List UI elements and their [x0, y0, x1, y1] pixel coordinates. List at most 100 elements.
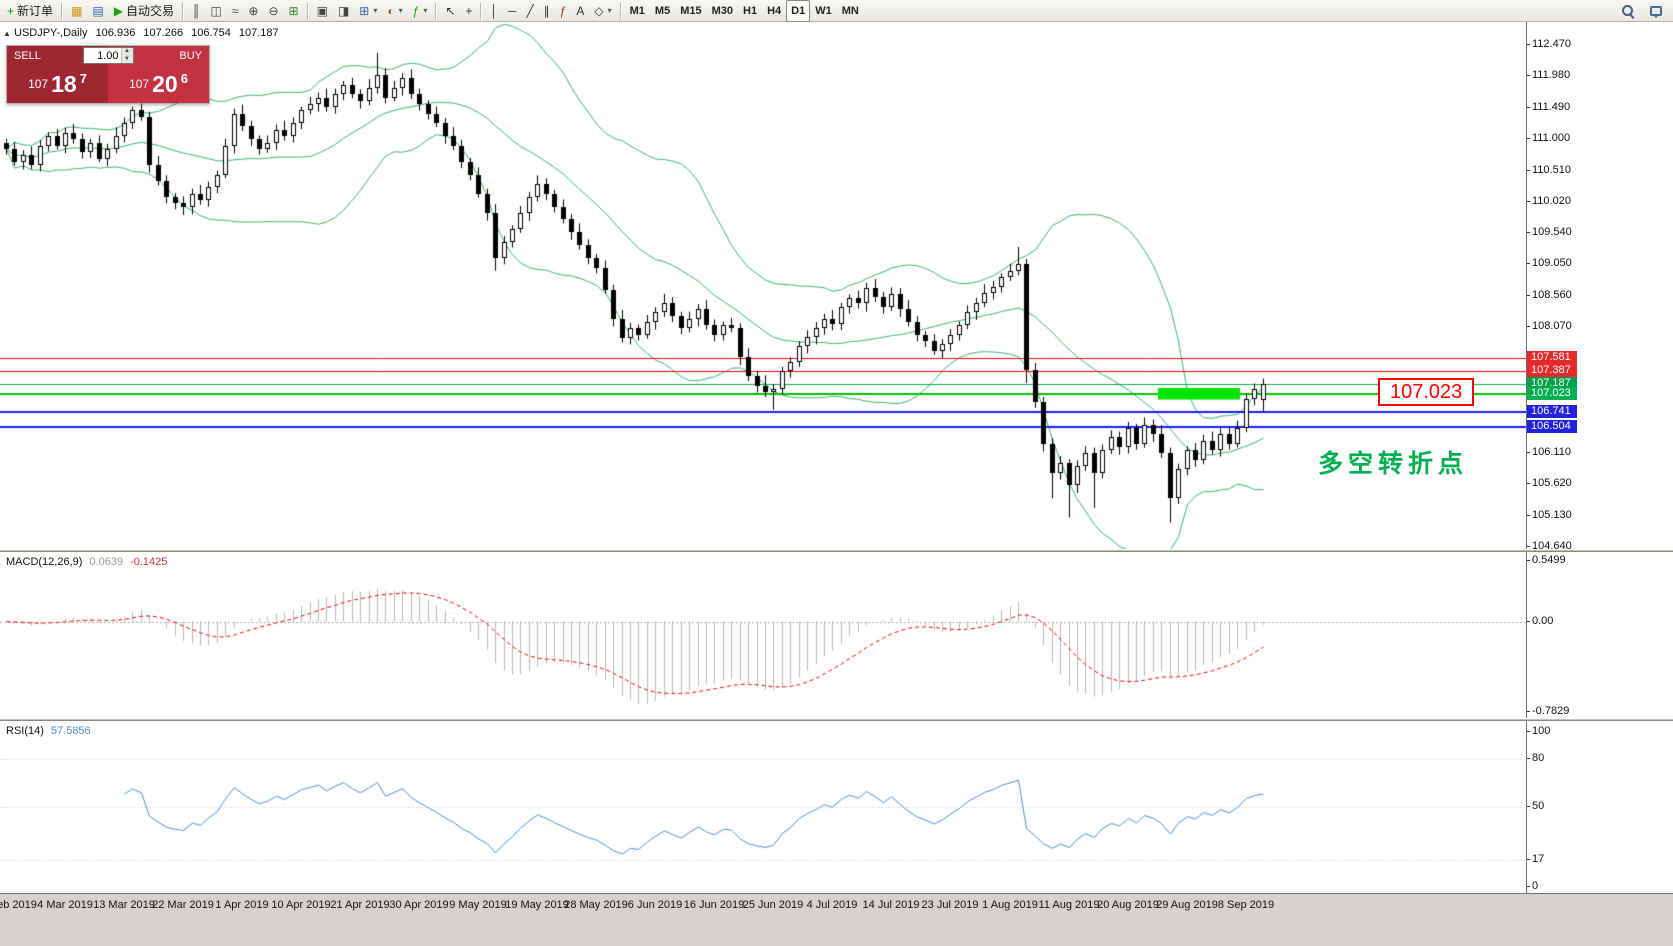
equidistant-channel-button[interactable]: ∥ [539, 0, 555, 22]
indicators-button[interactable]: ƒ ▾ [408, 0, 433, 22]
date-label: 21 Apr 2019 [330, 899, 390, 911]
text-button[interactable]: A [571, 0, 589, 22]
dropdown-arrow-icon: ▾ [423, 6, 428, 15]
timeframe-m5[interactable]: M5 [654, 4, 671, 17]
crosshair-button[interactable]: + [460, 0, 477, 22]
cascade-windows-icon: ▣ [316, 3, 328, 18]
dropdown-arrow-icon: ▾ [398, 6, 403, 15]
new-chart-button[interactable]: ⊞ ▾ [354, 0, 382, 22]
timeframe-m1[interactable]: M1 [629, 4, 645, 17]
zoom-out-button[interactable]: ⊖ [263, 0, 283, 22]
price-line-label: 107.023 [1527, 387, 1577, 401]
autotrading-button[interactable]: ▶ 自动交易 [109, 0, 179, 22]
vertical-line-button[interactable]: │ [485, 0, 503, 22]
timeframe-h4[interactable]: H4 [767, 4, 782, 17]
sell-price-sup: 7 [79, 70, 87, 86]
timeframe-mn[interactable]: MN [841, 4, 859, 17]
date-label: 6 Jun 2019 [627, 899, 683, 911]
macd-indicator-label: MACD(12,26,9) 0.0639 -0.1425 [6, 556, 167, 568]
buy-price-prefix: 107 [129, 77, 150, 91]
price-line-label: 107.581 [1527, 351, 1577, 365]
toolbar-separator [619, 2, 622, 19]
price-axis-label: 110.510 [1527, 163, 1571, 176]
equidistant-channel-icon: ∥ [543, 3, 550, 18]
one-click-collapse-arrow-icon[interactable] [3, 29, 11, 38]
price-axis-label: 104.640 [1527, 539, 1572, 552]
sell-price-button[interactable]: 107 18 7 [7, 65, 108, 103]
buy-price-button[interactable]: 107 20 6 [108, 65, 209, 103]
price-line-label: 106.741 [1527, 405, 1577, 419]
panel-divider[interactable] [0, 718, 1673, 721]
close-value: 107.187 [238, 27, 279, 39]
profiles-icon: ◐ [387, 3, 395, 18]
profiles-button[interactable]: ◐ ▾ [382, 0, 407, 22]
rsi-panel-canvas[interactable] [0, 721, 1526, 893]
horizontal-line-button[interactable]: ─ [503, 0, 522, 22]
zoom-in-button[interactable]: ⊕ [243, 0, 263, 22]
price-callout-label: 107.023 [1378, 378, 1475, 406]
lot-decrease-button[interactable]: ▼ [121, 55, 133, 63]
chat-button[interactable] [1645, 0, 1667, 22]
date-label: 13 Mar 2019 [93, 899, 155, 911]
macd-panel-canvas[interactable] [0, 552, 1526, 718]
timeframe-m15[interactable]: M15 [680, 4, 702, 17]
cascade-windows-button[interactable]: ▣ [312, 0, 333, 22]
bar-chart-button[interactable]: ║ [187, 0, 206, 22]
price-axis-label: 108.560 [1527, 288, 1572, 301]
autotrading-button-label: 自动交易 [125, 4, 174, 18]
toolbar-right [1617, 0, 1671, 21]
line-chart-button[interactable]: ≈ [227, 0, 244, 22]
rsi-axis-label: 0 [1526, 880, 1539, 892]
timeframe-w1[interactable]: W1 [815, 4, 832, 17]
macd-axis-label: 0.5499 [1527, 554, 1566, 566]
lot-increase-button[interactable]: ▲ [121, 48, 133, 56]
sell-price-big: 18 [51, 70, 77, 97]
toolbar-separator [181, 2, 184, 19]
shapes-button[interactable]: ◇ ▾ [589, 0, 616, 22]
timeframe-d1[interactable]: D1 [786, 0, 811, 22]
cursor-button[interactable]: ↖ [440, 0, 460, 22]
new-order-button-label: 新订单 [17, 4, 54, 18]
shapes-icon: ◇ [594, 3, 604, 18]
panel-divider[interactable] [0, 549, 1673, 552]
price-axis[interactable]: 112.470 111.980 111.490 111.000 110.510 110.0… [1526, 22, 1673, 893]
price-axis-label: 112.470 [1527, 38, 1571, 51]
date-label: 23 Jul 2019 [921, 899, 979, 911]
autotrading-icon: ▶ [113, 3, 123, 18]
date-label: 14 Jul 2019 [862, 899, 920, 911]
rsi-axis-label: 17 [1526, 852, 1545, 865]
search-button[interactable] [1617, 0, 1639, 22]
buy-button[interactable]: BUY [137, 46, 209, 65]
main-chart-canvas[interactable] [0, 22, 1526, 549]
market-watch-button[interactable]: ▦ [66, 0, 87, 22]
rsi-indicator-label: RSI(14) 57.5856 [6, 725, 91, 737]
timeframe-h1[interactable]: H1 [743, 4, 758, 17]
lot-size-input[interactable] [83, 48, 121, 63]
new-order-button[interactable]: + 新订单 [2, 0, 58, 22]
crosshair-icon: + [465, 3, 473, 18]
macd-axis-label: 0.00 [1526, 614, 1554, 627]
bar-chart-icon: ║ [191, 3, 201, 18]
price-line-label: 107.187 [1527, 376, 1577, 390]
timeframe-m30[interactable]: M30 [711, 4, 733, 17]
date-label: 29 Aug 2019 [1156, 899, 1218, 911]
tile-windows-button[interactable]: ⊞ [284, 0, 304, 22]
one-click-trading-widget: SELL ▲ ▼ BUY 107 18 7 107 20 [6, 45, 210, 104]
date-label: 22 Feb 2019 [0, 899, 37, 911]
trendline-button[interactable]: ╱ [521, 0, 538, 22]
fibonacci-button[interactable]: ƒ [555, 0, 572, 22]
price-axis-label: 111.000 [1526, 132, 1571, 145]
navigator-button[interactable]: ▤ [87, 0, 108, 22]
arrange-windows-button[interactable]: ◨ [333, 0, 354, 22]
line-chart-icon: ≈ [231, 3, 239, 18]
date-label: 1 Apr 2019 [215, 899, 269, 911]
candlestick-chart-button[interactable]: ◫ [205, 0, 226, 22]
date-label: 16 Jun 2019 [683, 899, 745, 911]
date-label: 4 Jul 2019 [806, 899, 858, 911]
market-watch-icon: ▦ [71, 3, 83, 18]
sell-button[interactable]: SELL [7, 46, 79, 65]
rsi-value: 57.5856 [50, 725, 91, 737]
price-axis-label: 105.130 [1527, 508, 1572, 521]
lot-spinner: ▲ ▼ [120, 48, 133, 63]
